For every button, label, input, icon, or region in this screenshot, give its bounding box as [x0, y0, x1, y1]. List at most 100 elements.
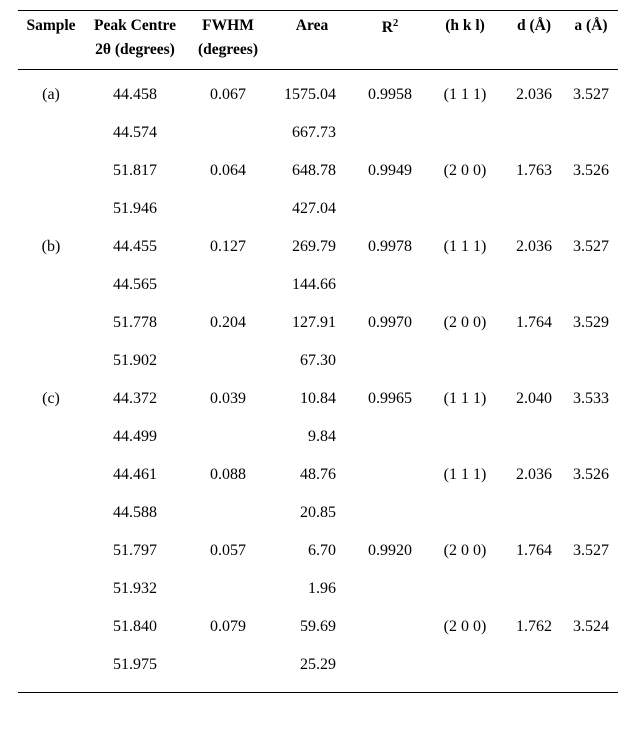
- cell-sample: [18, 152, 84, 190]
- cell-hkl: (2 0 0): [426, 152, 504, 190]
- cell-sample: [18, 456, 84, 494]
- col-fwhm-sub: (degrees): [186, 39, 270, 70]
- cell-a: [564, 342, 618, 380]
- cell-r2: [354, 494, 426, 532]
- col-d-sub: [504, 39, 564, 70]
- cell-r2: 0.9958: [354, 70, 426, 115]
- table-row: 51.8170.064648.780.9949(2 0 0)1.7633.526: [18, 152, 618, 190]
- cell-sample: [18, 190, 84, 228]
- cell-peak: 44.455: [84, 228, 186, 266]
- cell-a: [564, 646, 618, 693]
- cell-d: [504, 494, 564, 532]
- cell-sample: (a): [18, 70, 84, 115]
- table-row: 51.946427.04: [18, 190, 618, 228]
- cell-peak: 44.565: [84, 266, 186, 304]
- cell-area: 667.73: [270, 114, 354, 152]
- cell-hkl: (1 1 1): [426, 456, 504, 494]
- cell-fwhm: 0.064: [186, 152, 270, 190]
- cell-d: 1.764: [504, 304, 564, 342]
- cell-r2: [354, 114, 426, 152]
- cell-peak: 51.975: [84, 646, 186, 693]
- cell-sample: [18, 494, 84, 532]
- cell-fwhm: 0.204: [186, 304, 270, 342]
- cell-peak: 44.461: [84, 456, 186, 494]
- cell-r2: [354, 266, 426, 304]
- cell-d: 2.036: [504, 456, 564, 494]
- cell-area: 6.70: [270, 532, 354, 570]
- cell-sample: [18, 646, 84, 693]
- cell-a: 3.527: [564, 70, 618, 115]
- cell-peak: 51.797: [84, 532, 186, 570]
- cell-a: [564, 570, 618, 608]
- cell-a: [564, 266, 618, 304]
- cell-sample: [18, 608, 84, 646]
- cell-a: [564, 190, 618, 228]
- table-row: 44.565144.66: [18, 266, 618, 304]
- table-row: (a)44.4580.0671575.040.9958(1 1 1)2.0363…: [18, 70, 618, 115]
- cell-area: 269.79: [270, 228, 354, 266]
- cell-a: 3.526: [564, 456, 618, 494]
- cell-area: 427.04: [270, 190, 354, 228]
- cell-a: 3.529: [564, 304, 618, 342]
- cell-d: [504, 418, 564, 456]
- cell-r2: [354, 608, 426, 646]
- table-row: 44.58820.85: [18, 494, 618, 532]
- cell-a: 3.527: [564, 532, 618, 570]
- cell-sample: (c): [18, 380, 84, 418]
- cell-area: 59.69: [270, 608, 354, 646]
- table-row: 44.4610.08848.76(1 1 1)2.0363.526: [18, 456, 618, 494]
- col-r2-sup: 2: [393, 17, 398, 29]
- col-a: a (Å): [564, 11, 618, 40]
- col-hkl-sub: [426, 39, 504, 70]
- table-body: (a)44.4580.0671575.040.9958(1 1 1)2.0363…: [18, 70, 618, 693]
- cell-hkl: (2 0 0): [426, 304, 504, 342]
- table-header: Sample Peak Centre FWHM Area R2 (h k l) …: [18, 11, 618, 70]
- cell-area: 20.85: [270, 494, 354, 532]
- cell-r2: [354, 342, 426, 380]
- col-area: Area: [270, 11, 354, 40]
- cell-area: 127.91: [270, 304, 354, 342]
- col-d: d (Å): [504, 11, 564, 40]
- cell-area: 1.96: [270, 570, 354, 608]
- table-row: 51.9321.96: [18, 570, 618, 608]
- cell-d: 2.040: [504, 380, 564, 418]
- cell-r2: [354, 418, 426, 456]
- table-row: 51.8400.07959.69(2 0 0)1.7623.524: [18, 608, 618, 646]
- cell-a: 3.524: [564, 608, 618, 646]
- cell-fwhm: 0.039: [186, 380, 270, 418]
- cell-sample: [18, 532, 84, 570]
- cell-r2: [354, 570, 426, 608]
- cell-area: 25.29: [270, 646, 354, 693]
- col-r2: R2: [354, 11, 426, 40]
- cell-d: [504, 342, 564, 380]
- col-sample-sub: [18, 39, 84, 70]
- cell-area: 10.84: [270, 380, 354, 418]
- cell-hkl: (2 0 0): [426, 608, 504, 646]
- cell-peak: 44.499: [84, 418, 186, 456]
- cell-peak: 44.458: [84, 70, 186, 115]
- table-row: 44.4999.84: [18, 418, 618, 456]
- cell-d: [504, 190, 564, 228]
- cell-sample: [18, 304, 84, 342]
- cell-peak: 51.840: [84, 608, 186, 646]
- cell-hkl: [426, 114, 504, 152]
- col-fwhm: FWHM: [186, 11, 270, 40]
- cell-hkl: (2 0 0): [426, 532, 504, 570]
- cell-fwhm: [186, 494, 270, 532]
- cell-r2: 0.9949: [354, 152, 426, 190]
- cell-fwhm: [186, 190, 270, 228]
- cell-r2: 0.9978: [354, 228, 426, 266]
- cell-hkl: [426, 494, 504, 532]
- cell-fwhm: [186, 114, 270, 152]
- cell-r2: [354, 456, 426, 494]
- cell-sample: [18, 266, 84, 304]
- cell-d: [504, 570, 564, 608]
- cell-sample: [18, 114, 84, 152]
- cell-d: 2.036: [504, 70, 564, 115]
- cell-hkl: [426, 190, 504, 228]
- col-peakcentre-sub: 2θ (degrees): [84, 39, 186, 70]
- cell-fwhm: [186, 342, 270, 380]
- cell-d: [504, 646, 564, 693]
- col-area-sub: [270, 39, 354, 70]
- cell-a: 3.526: [564, 152, 618, 190]
